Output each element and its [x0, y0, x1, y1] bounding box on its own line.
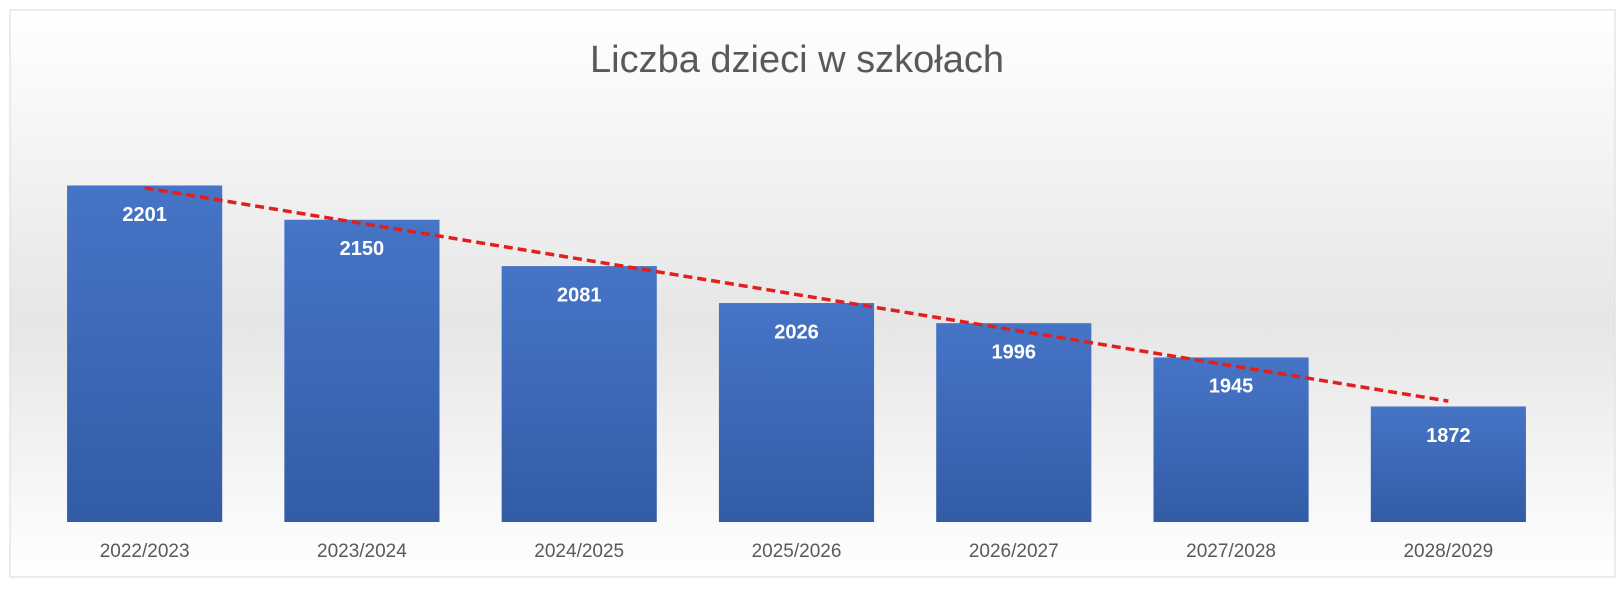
bar — [284, 219, 440, 522]
bar — [1153, 357, 1309, 522]
bar — [501, 266, 657, 522]
x-tick-label: 2022/2023 — [100, 541, 190, 562]
chart-title: Liczba dzieci w szkołach — [590, 39, 1004, 81]
trendline — [144, 186, 1449, 403]
value-label: 2150 — [340, 238, 385, 260]
value-label: 2201 — [122, 204, 167, 226]
x-tick-label: 2025/2026 — [752, 541, 842, 562]
bar — [67, 185, 223, 522]
x-tick-label: 2028/2029 — [1403, 541, 1493, 562]
value-label: 2081 — [557, 284, 602, 306]
value-label: 1945 — [1209, 376, 1254, 398]
x-tick-label: 2024/2025 — [534, 541, 624, 562]
value-label: 1872 — [1426, 425, 1471, 447]
x-tick-label: 2026/2027 — [969, 541, 1059, 562]
bar — [936, 323, 1092, 522]
bar — [718, 303, 875, 522]
value-label: 1996 — [992, 341, 1037, 363]
x-tick-label: 2027/2028 — [1186, 541, 1276, 562]
x-tick-label: 2023/2024 — [317, 541, 407, 562]
bar — [1370, 406, 1526, 522]
value-label: 2026 — [774, 321, 819, 343]
